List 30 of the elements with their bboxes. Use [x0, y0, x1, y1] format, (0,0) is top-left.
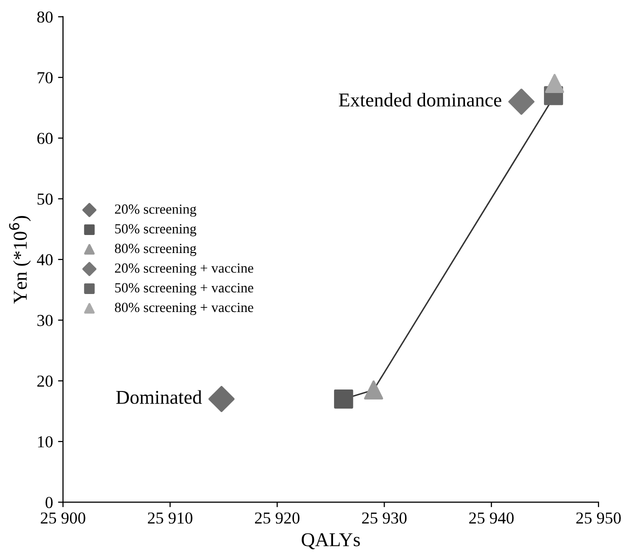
- y-tick-label: 50: [38, 193, 53, 205]
- y-tick-label: 20: [37, 376, 53, 387]
- y-tick-label: 60: [37, 132, 53, 144]
- y-tick-label: 40: [36, 254, 53, 266]
- point: [508, 88, 534, 115]
- point: [364, 380, 384, 400]
- annotation: Dominated: [116, 390, 202, 404]
- point: [334, 389, 354, 409]
- point: [545, 74, 564, 94]
- legend-label: 20% screening + vaccine: [115, 263, 254, 276]
- legend-label: 50% screening + vaccine: [115, 283, 254, 296]
- x-tick-label: 25 910: [148, 512, 192, 524]
- x-tick-label: 25 930: [362, 512, 407, 524]
- y-axis-title: Yen (*10$^{6}$): [9, 216, 31, 304]
- legend-label: 80% screening + vaccine: [114, 302, 254, 315]
- legend-label: 20% screening: [115, 204, 196, 217]
- legend-label: 50% screening: [115, 224, 196, 236]
- annotation: Extended dominance: [338, 92, 502, 107]
- x-tick-label: 25 920: [255, 512, 300, 524]
- x-tick-label: 25 950: [576, 512, 621, 524]
- x-tick-label: 25 900: [40, 512, 86, 524]
- x-tick-label: 25 940: [469, 512, 514, 524]
- y-tick-label: 70: [38, 72, 53, 84]
- y-tick-label: 80: [37, 11, 53, 23]
- point: [208, 386, 235, 412]
- y-tick-label: 0: [46, 496, 53, 508]
- legend-label: 80% screening: [114, 244, 196, 256]
- y-tick-label: 10: [38, 436, 53, 448]
- x-axis-title: QALYs: [302, 533, 360, 550]
- y-tick-label: 30: [37, 314, 53, 326]
